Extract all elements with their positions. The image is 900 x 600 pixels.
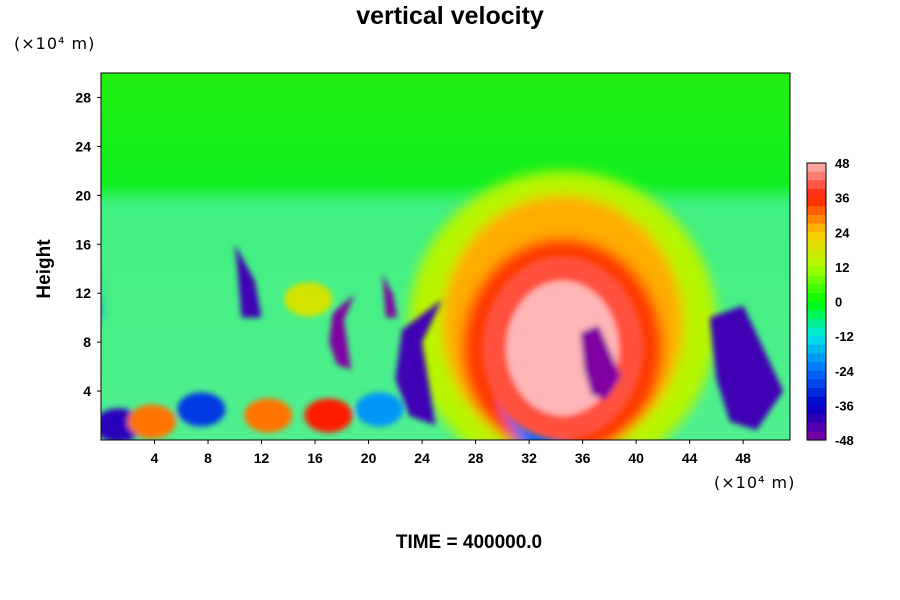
colorbar: 48 36 24 12 0 -12 -24 -36 -48	[806, 156, 855, 448]
downdraft-contour	[709, 305, 784, 431]
colorbar-band	[807, 388, 826, 398]
x-tick-label: 32	[521, 450, 537, 466]
colorbar-label: -36	[835, 398, 854, 413]
x-tick-label: 28	[468, 450, 484, 466]
y-tick-label: 4	[83, 383, 91, 399]
colorbar-band	[807, 206, 826, 216]
x-tick-label: 36	[575, 450, 591, 466]
colorbar-band	[807, 163, 826, 173]
colorbar-label: 36	[835, 191, 849, 206]
y-tick-label: 20	[75, 187, 91, 203]
y-tick-label: 28	[75, 89, 91, 105]
colorbar-band	[807, 284, 826, 294]
colorbar-band	[807, 171, 826, 181]
low-level-cell	[284, 282, 333, 317]
x-tick-label: 40	[628, 450, 644, 466]
y-axis-title: Height	[34, 239, 55, 299]
x-tick-label: 44	[682, 450, 698, 466]
colorbar-band	[807, 414, 826, 424]
time-label: TIME = 400000.0	[395, 532, 543, 553]
low-level-cell	[177, 392, 226, 427]
x-tick-label: 4	[151, 450, 159, 466]
colorbar-band	[807, 344, 826, 355]
colorbar-label: 48	[835, 156, 849, 171]
colorbar-band	[807, 275, 826, 285]
x-tick-label: 20	[361, 450, 377, 466]
chart-title: vertical velocity	[356, 2, 544, 30]
colorbar-band	[807, 353, 826, 363]
low-level-cell	[355, 392, 404, 427]
colorbar-band	[807, 240, 826, 251]
colorbar-label: 24	[835, 225, 850, 240]
colorbar-label: -24	[835, 364, 855, 379]
colorbar-band	[807, 301, 826, 311]
colorbar-band	[807, 396, 826, 406]
colorbar-band	[807, 292, 826, 303]
colorbar-label: 12	[835, 260, 849, 275]
low-level-cell	[244, 398, 293, 433]
y-tick-label: 24	[75, 138, 91, 154]
colorbar-band	[807, 310, 826, 320]
x-axis-ticks: 4 8 12 16 20 24 28 32 36 40 44 48	[151, 440, 751, 466]
downdraft-core	[329, 294, 355, 371]
colorbar-band	[807, 422, 826, 432]
colorbar-band	[807, 318, 826, 329]
colorbar-band	[807, 379, 826, 389]
colorbar-band	[807, 180, 826, 190]
x-axis-unit: (×10⁴ m)	[714, 473, 796, 492]
colorbar-label: -12	[835, 329, 854, 344]
colorbar-band	[807, 431, 826, 441]
colorbar-band	[807, 197, 826, 207]
colorbar-band	[807, 266, 826, 277]
low-level-cell	[304, 398, 353, 433]
y-axis-ticks: 4 8 12 16 20 24 28	[75, 89, 101, 399]
colorbar-band	[807, 370, 826, 381]
x-tick-label: 16	[307, 450, 323, 466]
x-tick-label: 48	[735, 450, 751, 466]
colorbar-band	[807, 258, 826, 268]
y-tick-label: 16	[75, 236, 91, 252]
colorbar-band	[807, 232, 826, 242]
colorbar-band	[807, 188, 826, 199]
downdraft-core	[382, 273, 398, 318]
y-tick-label: 12	[75, 285, 91, 301]
colorbar-band	[807, 249, 826, 259]
colorbar-label: -48	[835, 433, 854, 448]
colorbar-band	[807, 362, 826, 372]
x-tick-label: 12	[254, 450, 270, 466]
plot-frame	[100, 72, 791, 441]
downdraft-contour	[395, 299, 443, 426]
y-axis-unit: (×10⁴ m)	[14, 34, 96, 53]
x-tick-label: 8	[204, 450, 212, 466]
downdraft-core	[580, 325, 621, 400]
y-tick-label: 8	[83, 334, 91, 350]
low-level-cell	[127, 404, 176, 439]
colorbar-frame	[806, 162, 827, 441]
plot-area	[101, 73, 790, 440]
colorbar-band	[807, 327, 826, 337]
colorbar-band	[807, 336, 826, 346]
downdraft-contour	[234, 244, 262, 318]
x-tick-label: 24	[414, 450, 430, 466]
colorbar-band	[807, 405, 826, 415]
colorbar-band	[807, 214, 826, 225]
colorbar-label: 0	[835, 295, 842, 310]
colorbar-band	[807, 223, 826, 233]
